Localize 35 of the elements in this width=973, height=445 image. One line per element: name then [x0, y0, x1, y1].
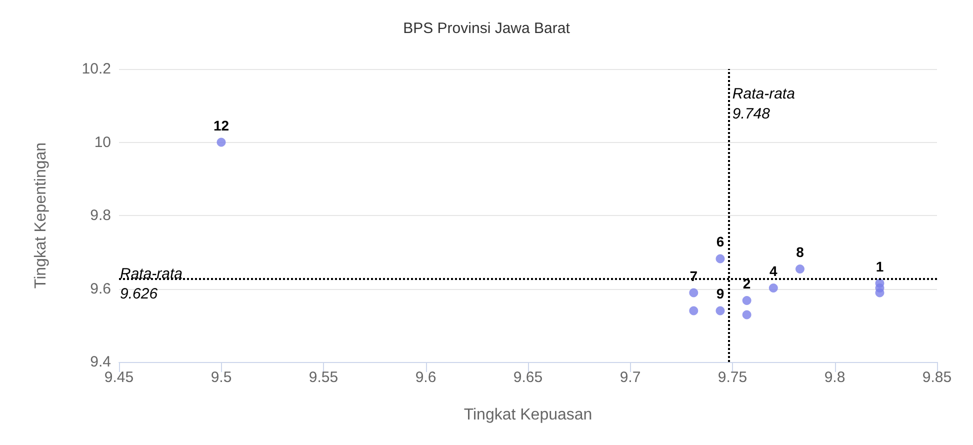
annotation: 9	[716, 286, 724, 302]
x-tick-label: 9.45	[104, 369, 134, 386]
point	[689, 306, 698, 316]
y-tick-label: 10	[94, 134, 111, 151]
x-tick-label: 9.8	[824, 369, 846, 386]
annotation: 1	[876, 258, 884, 274]
x-axis-title: Tingkat Kepuasan	[464, 406, 592, 424]
y-axis-title: Tingkat Kepentingan	[32, 142, 50, 289]
chart-title: BPS Provinsi Jawa Barat	[403, 20, 571, 37]
annotation: 12	[213, 117, 230, 134]
point	[216, 138, 226, 147]
annotation: 4	[770, 263, 778, 280]
point	[742, 296, 752, 305]
x-tick-label: 9.85	[922, 369, 952, 386]
y-tick-label: 9.8	[90, 207, 111, 224]
point	[768, 284, 778, 293]
x-tick-label: 9.55	[308, 369, 338, 386]
x-tick-label: 9.7	[620, 369, 641, 386]
point	[716, 254, 725, 264]
annotation: 8	[796, 244, 804, 260]
point	[742, 310, 752, 320]
y-tick-label: 10.2	[82, 60, 111, 78]
point	[875, 288, 884, 298]
x-tick-label: 9.6	[415, 369, 436, 386]
y-tick-label: 9.4	[90, 354, 111, 370]
ref-line-label: Rata-rata 9.748	[732, 86, 795, 122]
point	[716, 306, 725, 316]
x-tick-label: 9.5	[210, 369, 232, 386]
ref-line-label: Rata-rata 9.626	[120, 266, 183, 303]
point	[689, 288, 698, 298]
point	[795, 264, 804, 274]
x-tick-label: 9.75	[718, 369, 748, 386]
annotation: 6	[716, 234, 724, 250]
x-tick-label: 9.65	[513, 369, 543, 386]
y-tick-label: 9.6	[90, 280, 111, 298]
